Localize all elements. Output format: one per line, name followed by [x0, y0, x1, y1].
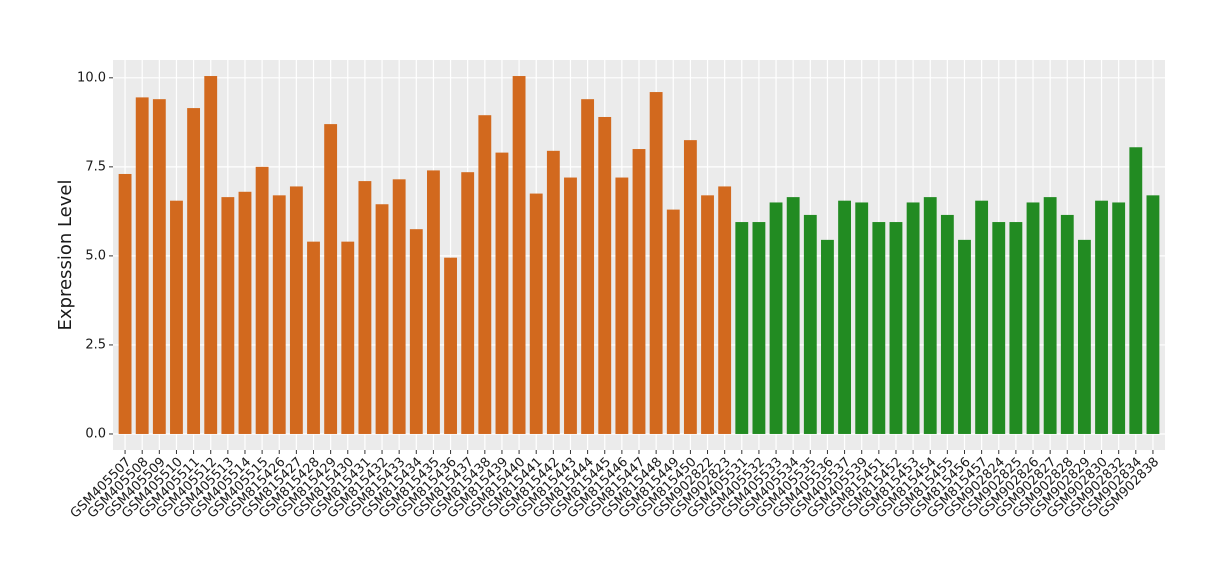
bar [495, 152, 509, 434]
bar [769, 202, 783, 434]
bar [906, 202, 920, 434]
bar [872, 222, 886, 434]
bar [324, 124, 338, 434]
bar [307, 241, 320, 434]
y-axis-label: Expression Level [55, 180, 76, 331]
y-tick-label: 2.5 [85, 337, 106, 352]
bar [427, 170, 440, 434]
bar [649, 92, 663, 434]
bar [838, 200, 851, 434]
bar [170, 200, 183, 434]
bar [529, 193, 543, 434]
bar [1077, 239, 1091, 434]
bar [1146, 195, 1160, 434]
bar [272, 195, 286, 434]
bar [1043, 197, 1057, 434]
bar [478, 115, 492, 434]
bar [1129, 147, 1143, 434]
bar [1009, 222, 1023, 434]
bar [135, 97, 149, 434]
bar [255, 166, 269, 434]
bar [564, 177, 577, 434]
bar [1112, 202, 1126, 434]
bar [238, 191, 252, 434]
bar [461, 172, 475, 434]
bar [221, 197, 235, 434]
bar [152, 99, 166, 434]
bar [546, 150, 560, 434]
bar [1060, 214, 1074, 434]
bar [598, 116, 612, 434]
y-tick-label: 0.0 [85, 426, 106, 441]
y-tick-label: 5.0 [85, 248, 106, 263]
bar [958, 239, 971, 434]
bar [1026, 202, 1040, 434]
bar [187, 108, 201, 434]
bar [718, 186, 732, 434]
bar [786, 197, 800, 434]
bar [855, 202, 869, 434]
bar [118, 173, 132, 434]
bar [889, 222, 903, 434]
bar [341, 241, 355, 434]
bar [204, 76, 218, 434]
bar [992, 222, 1006, 434]
bar [409, 229, 423, 434]
bar [289, 186, 303, 434]
bar [821, 239, 834, 434]
bar [752, 222, 766, 434]
bar [632, 149, 646, 434]
y-tick-label: 10.0 [77, 70, 106, 85]
bar [803, 214, 817, 434]
bar [615, 177, 629, 434]
bar [683, 140, 697, 434]
bar [512, 76, 526, 434]
y-tick-label: 7.5 [85, 159, 106, 174]
bar [1095, 200, 1108, 434]
bar [701, 195, 714, 434]
bar [392, 179, 406, 434]
bar [358, 181, 372, 434]
bar [666, 209, 680, 434]
bar [975, 200, 989, 434]
bar [923, 197, 937, 434]
bar [581, 99, 595, 434]
bar [735, 222, 749, 434]
bar [940, 214, 954, 434]
bar [444, 257, 457, 434]
bar [375, 204, 389, 434]
